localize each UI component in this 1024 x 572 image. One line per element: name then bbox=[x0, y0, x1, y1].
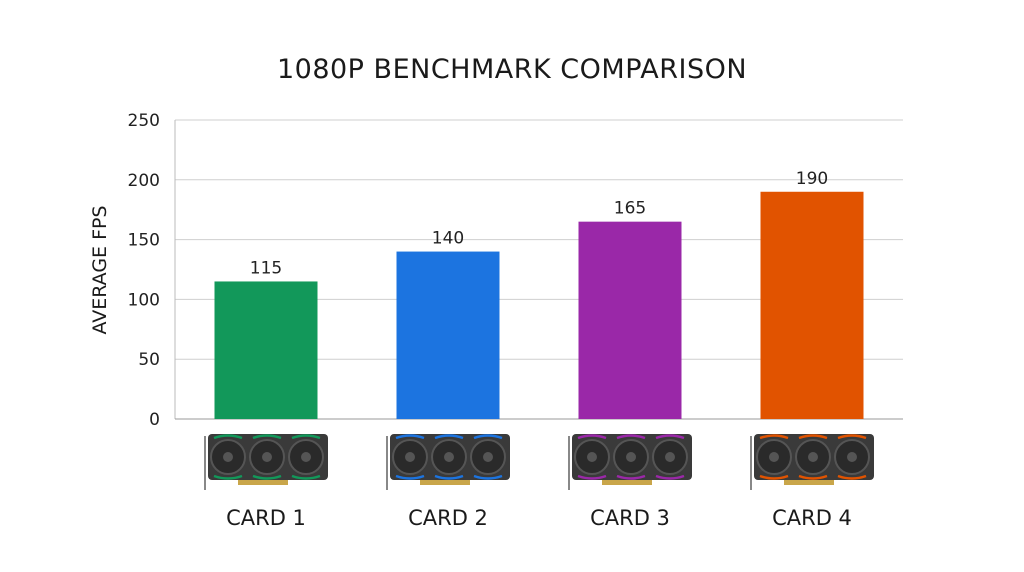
y-tick-label: 0 bbox=[149, 410, 160, 430]
bar bbox=[396, 251, 500, 419]
graphics-card-icon bbox=[204, 434, 328, 490]
y-tick-label: 200 bbox=[128, 171, 160, 191]
bar bbox=[760, 191, 864, 419]
data-label: 115 bbox=[250, 258, 282, 278]
data-label: 190 bbox=[796, 169, 828, 189]
x-category-label: CARD 3 bbox=[590, 506, 670, 530]
y-tick-label: 150 bbox=[128, 231, 160, 251]
x-category-label: CARD 2 bbox=[408, 506, 488, 530]
chart-title: 1080P BENCHMARK COMPARISON bbox=[276, 54, 748, 85]
y-tick-label: 100 bbox=[128, 290, 160, 310]
graphics-card-icon bbox=[750, 434, 874, 490]
graphics-card-icon bbox=[568, 434, 692, 490]
graphics-card-icon bbox=[386, 434, 510, 490]
data-label: 140 bbox=[432, 229, 464, 249]
bar bbox=[578, 221, 682, 419]
x-category-label: CARD 1 bbox=[226, 506, 306, 530]
data-label: 165 bbox=[614, 199, 646, 219]
y-tick-label: 250 bbox=[128, 111, 160, 131]
bar bbox=[214, 281, 318, 419]
y-tick-label: 50 bbox=[138, 350, 160, 370]
x-category-label: CARD 4 bbox=[772, 506, 852, 530]
